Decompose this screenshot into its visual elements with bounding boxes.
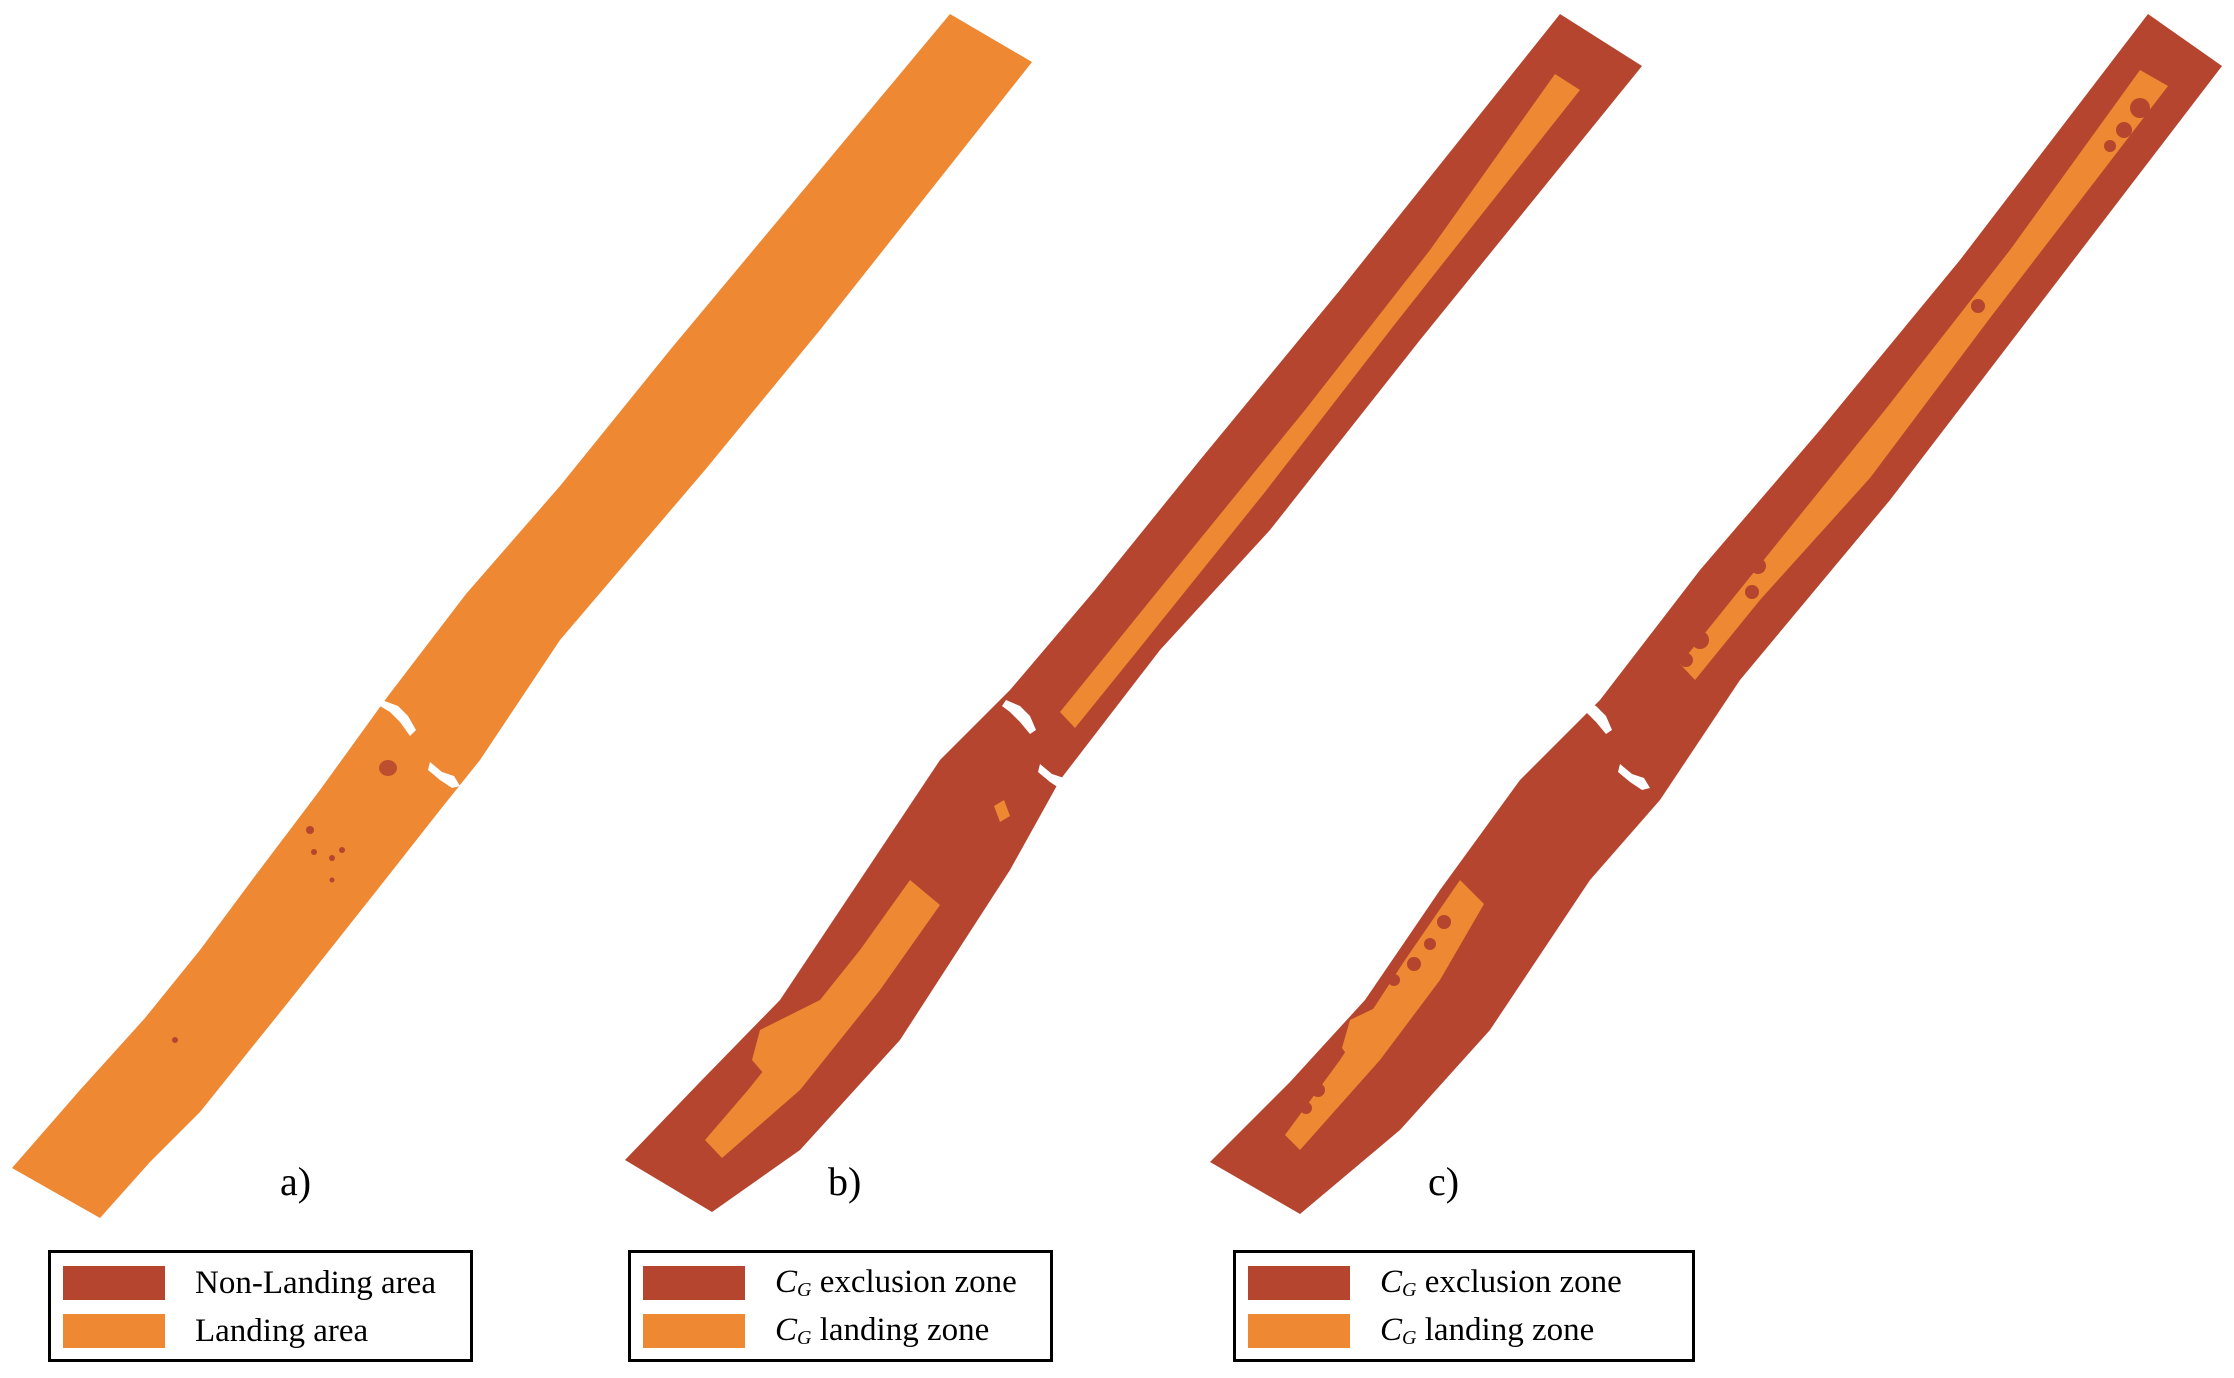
legend-b-item-landing: CG landing zone xyxy=(643,1311,989,1351)
panel-a-gap-upper xyxy=(380,700,416,736)
legend-b-swatch-landing xyxy=(643,1314,745,1348)
panel-c-label: c) xyxy=(1428,1159,1459,1204)
panel-c-map: c) xyxy=(1210,14,2222,1214)
panel-b-landing-zone-wedge xyxy=(752,1000,830,1075)
panel-b-gap-lower xyxy=(1038,764,1070,790)
panel-a-obstacle xyxy=(379,760,397,776)
panel-c-obstacle xyxy=(1437,915,1451,929)
panel-b-gap-upper xyxy=(1002,700,1036,734)
panel-c-obstacle xyxy=(1388,974,1400,986)
legend-c-item-exclusion: CG exclusion zone xyxy=(1248,1263,1622,1303)
panel-c-obstacle xyxy=(1745,585,1759,599)
panel-a-map: a) xyxy=(12,14,1032,1218)
panel-a-gap-lower xyxy=(428,762,460,788)
panel-c-obstacle xyxy=(1679,653,1693,667)
panel-a-obstacle xyxy=(329,855,335,861)
legend-c-swatch-exclusion xyxy=(1248,1266,1350,1300)
panel-c-obstacle xyxy=(1300,1102,1312,1114)
panel-a-obstacle xyxy=(306,826,314,834)
panel-c-landing-zone-wedge xyxy=(1342,996,1410,1062)
panel-c-landing-zone-upper xyxy=(1680,70,2168,680)
panel-c-obstacle xyxy=(1407,957,1421,971)
panel-c-obstacle xyxy=(1311,1083,1325,1097)
panel-a-obstacle xyxy=(329,877,335,883)
panel-c-obstacle xyxy=(2130,98,2150,118)
legend-c: CG exclusion zone CG landing zone xyxy=(1233,1250,1695,1362)
panel-b-landing-zone-fragment xyxy=(994,800,1010,822)
legend-c-text-landing: CG landing zone xyxy=(1380,1312,1595,1349)
panel-a-obstacle xyxy=(339,847,345,853)
legend-b-item-exclusion: CG exclusion zone xyxy=(643,1263,1017,1303)
panel-c-gap-lower xyxy=(1618,764,1650,790)
panel-c-obstacle xyxy=(1971,299,1985,313)
panel-c-gap-upper xyxy=(1578,700,1612,734)
panel-a-label: a) xyxy=(280,1159,311,1204)
legend-b: CG exclusion zone CG landing zone xyxy=(628,1250,1053,1362)
legend-c-item-landing: CG landing zone xyxy=(1248,1311,1594,1351)
legend-c-text-exclusion: CG exclusion zone xyxy=(1380,1264,1622,1301)
legend-a-item-non-landing: Non-Landing area xyxy=(63,1263,436,1303)
panel-a-landing-area xyxy=(12,14,1032,1218)
legend-b-text-exclusion: CG exclusion zone xyxy=(775,1264,1017,1301)
panel-c-obstacle xyxy=(2104,140,2116,152)
panel-b-label: b) xyxy=(828,1159,861,1204)
legend-a: Non-Landing area Landing area xyxy=(48,1250,473,1362)
legend-a-text-landing: Landing area xyxy=(195,1312,369,1349)
panel-c-obstacle xyxy=(2116,122,2132,138)
legend-a-item-landing: Landing area xyxy=(63,1311,368,1351)
legend-a-text-non-landing: Non-Landing area xyxy=(195,1264,436,1301)
legend-a-swatch-non-landing xyxy=(63,1266,165,1300)
legend-b-text-landing: CG landing zone xyxy=(775,1312,990,1349)
legend-a-swatch-landing xyxy=(63,1314,165,1348)
panel-c-obstacle xyxy=(1691,631,1709,649)
panel-a-obstacle xyxy=(311,849,317,855)
panel-a-obstacle xyxy=(172,1037,178,1043)
panel-b-map: b) xyxy=(625,14,1642,1212)
panel-c-obstacle xyxy=(1424,938,1436,950)
legend-b-swatch-exclusion xyxy=(643,1266,745,1300)
panel-c-obstacle xyxy=(1750,558,1766,574)
panel-b-landing-zone-upper xyxy=(1060,74,1580,728)
legend-c-swatch-landing xyxy=(1248,1314,1350,1348)
